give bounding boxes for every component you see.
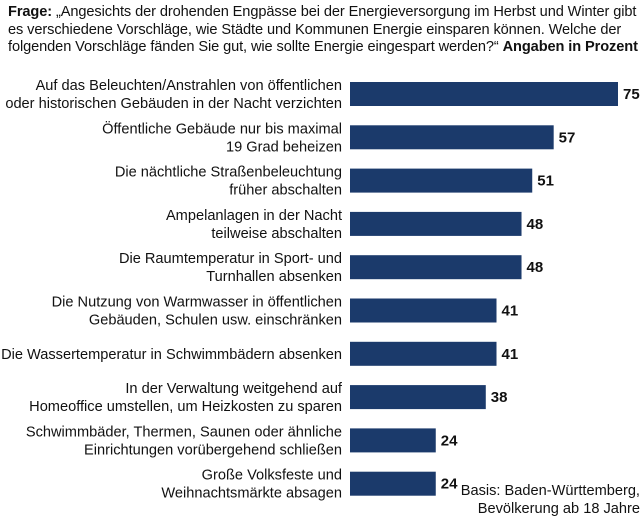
bar-6 (350, 341, 497, 366)
bar-4 (350, 255, 522, 280)
category-label-4: Die Raumtemperatur in Sport- und Turnhall… (119, 251, 342, 285)
bar-0 (350, 82, 618, 106)
unit-note: Angaben in Prozent (502, 39, 638, 55)
bar-8 (350, 428, 436, 453)
value-label-1: 57 (559, 129, 576, 146)
category-label-3: Ampelanlagen in der Nacht teilweise absch… (166, 208, 342, 242)
value-label-6: 41 (502, 346, 519, 363)
value-label-9: 24 (441, 476, 458, 493)
question-text: „Angesichts der drohenden Engpässe bei d… (8, 4, 637, 55)
category-label-8: Schwimmbäder, Thermen, Saunen oder ähnli… (26, 424, 342, 458)
value-label-3: 48 (527, 216, 544, 233)
category-label-2: Die nächtliche Straßenbeleuchtung früher … (115, 165, 342, 199)
value-label-8: 24 (441, 432, 458, 449)
category-label-6: Die Wassertemperatur in Schwimmbädern ab… (1, 347, 342, 363)
basis-line-2: Bevölkerung ab 18 Jahre (477, 501, 640, 517)
value-label-0: 75 (623, 86, 640, 103)
category-label-9: Große Volksfeste und Weihnachtsmärkte abs… (161, 468, 342, 502)
category-label-0: Auf das Beleuchten/Anstrahlen von öffent… (5, 78, 342, 112)
value-label-5: 41 (502, 303, 519, 320)
question-text-block: Frage: „Angesichts der drohenden Engpäss… (8, 4, 638, 57)
category-label-7: In der Verwaltung weitgehend auf Homeoffi… (29, 381, 343, 415)
basis-line-1: Basis: Baden-Württemberg, (460, 483, 640, 499)
bar-1 (350, 125, 554, 150)
basis-note: Basis: Baden-Württemberg, Bevölkerung ab… (461, 482, 640, 518)
category-label-5: Die Nutzung von Warmwasser in öffentlich… (52, 295, 342, 329)
bar-9 (350, 471, 436, 496)
bar-7 (350, 385, 486, 410)
bar-2 (350, 168, 533, 193)
category-label-1: Öffentliche Gebäude nur bis maximal 19 Gr… (102, 119, 342, 155)
question-label: Frage: (8, 4, 53, 20)
value-label-2: 51 (537, 173, 554, 190)
bar-5 (350, 298, 497, 323)
bar-3 (350, 211, 522, 236)
value-label-4: 48 (527, 259, 544, 276)
value-label-7: 38 (491, 389, 508, 406)
